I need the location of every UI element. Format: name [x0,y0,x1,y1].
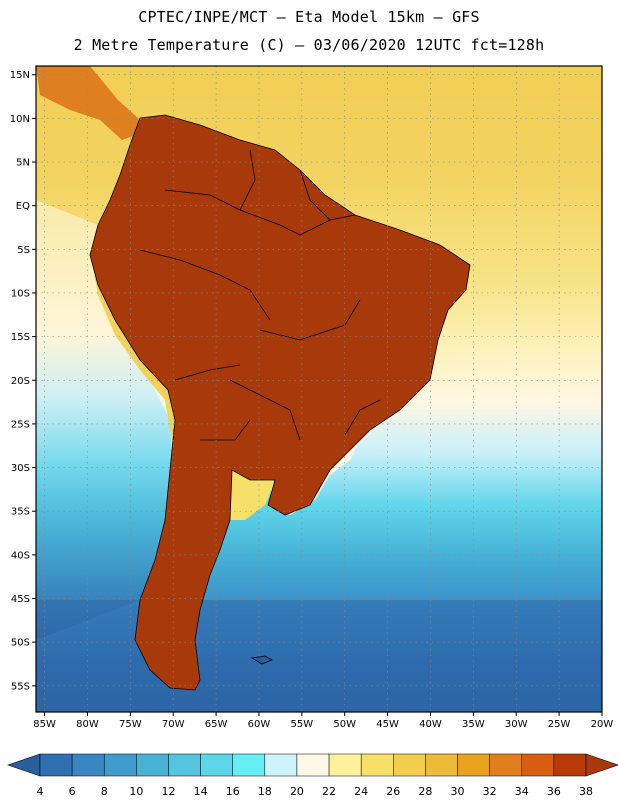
colorbar-swatch [168,753,201,777]
map-title-line1: CPTEC/INPE/MCT – Eta Model 15km – GFS [138,8,480,26]
lat-label: 40S [11,550,30,561]
lat-label: 15S [11,332,30,343]
lon-label: 30W [505,719,528,730]
lon-label: 40W [419,719,442,730]
lon-label: 35W [462,719,485,730]
colorbar-label: 14 [194,785,208,798]
lon-label: 45W [376,719,399,730]
colorbar-label: 16 [226,785,240,798]
colorbar-swatch [521,753,555,777]
longitude-labels: 85W 80W 75W 70W 65W 60W 55W 50W 45W 40W 35W 30W 25W 2… [33,712,613,730]
colorbar-label: 28 [418,785,432,798]
latitude-labels: 15N 10N 5N EQ 5S 10S 15S 20S 25S 30S 35S 40S 45S 50S 5… [10,70,36,692]
falkland-islands [250,655,273,665]
map-title-line2: 2 Metre Temperature (C) – 03/06/2020 12U… [73,36,545,54]
colorbar-swatch [39,753,73,777]
colorbar-label: 8 [101,785,108,798]
colorbar-label: 18 [258,785,272,798]
lat-label: 5S [17,245,30,256]
colorbar-label: 24 [354,785,368,798]
colorbar-label: 26 [386,785,400,798]
pampas [225,470,275,520]
lat-label: EQ [16,201,30,212]
lon-label: 25W [548,719,571,730]
southern-ocean [36,600,602,712]
colorbar-swatch [264,753,298,777]
colorbar-label: 38 [579,785,593,798]
colorbar-high-arrow [585,753,618,777]
colorbar-label: 4 [37,785,44,798]
lon-label: 20W [591,719,614,730]
country-borders [89,114,471,691]
colorbar-label: 6 [69,785,76,798]
colorbar-label: 12 [161,785,175,798]
pacific-field [36,200,175,640]
lat-label: 10N [10,114,30,125]
colorbar-label: 32 [483,785,497,798]
colorbar-label: 34 [515,785,529,798]
colorbar-swatch [360,753,394,777]
colorbar-swatch [425,753,458,777]
colorbar: 4 6 8 10 12 14 16 18 20 22 24 26 28 30 32 34 36 38 [7,753,618,798]
map-frame [35,65,603,713]
lon-label: 50W [333,719,356,730]
colorbar-swatch [489,753,523,777]
colorbar-swatch [232,753,266,777]
colorbar-swatch [200,753,233,777]
lon-label: 65W [205,719,228,730]
colorbar-swatch [328,753,362,777]
lon-label: 80W [76,719,99,730]
lat-label: 20S [11,376,30,387]
lon-label: 60W [248,719,271,730]
lat-label: 30S [11,463,30,474]
lat-label: 5N [16,158,30,169]
colorbar-swatch [103,753,137,777]
colorbar-swatch [71,753,105,777]
map-area [36,66,602,712]
lon-label: 70W [162,719,185,730]
colorbar-label: 20 [290,785,304,798]
lon-label: 55W [291,719,314,730]
colorbar-swatch [136,753,169,777]
lat-label: 10S [11,288,30,299]
lat-label: 50S [11,638,30,649]
lon-label: 85W [33,719,56,730]
lat-label: 35S [11,507,30,518]
colorbar-swatch [553,753,587,777]
colorbar-swatch [296,753,330,777]
central-america [36,66,150,140]
colorbar-label: 10 [129,785,143,798]
lat-label: 55S [11,681,30,692]
lat-label: 15N [10,70,30,81]
lon-label: 75W [119,719,142,730]
colorbar-label: 36 [547,785,561,798]
colorbar-swatch [393,753,426,777]
colorbar-low-arrow [7,753,41,777]
lat-label: 45S [11,594,30,605]
colorbar-label: 22 [322,785,336,798]
lat-label: 25S [11,419,30,430]
graticule [36,66,602,712]
colorbar-swatch [457,753,490,777]
colorbar-label: 30 [451,785,465,798]
